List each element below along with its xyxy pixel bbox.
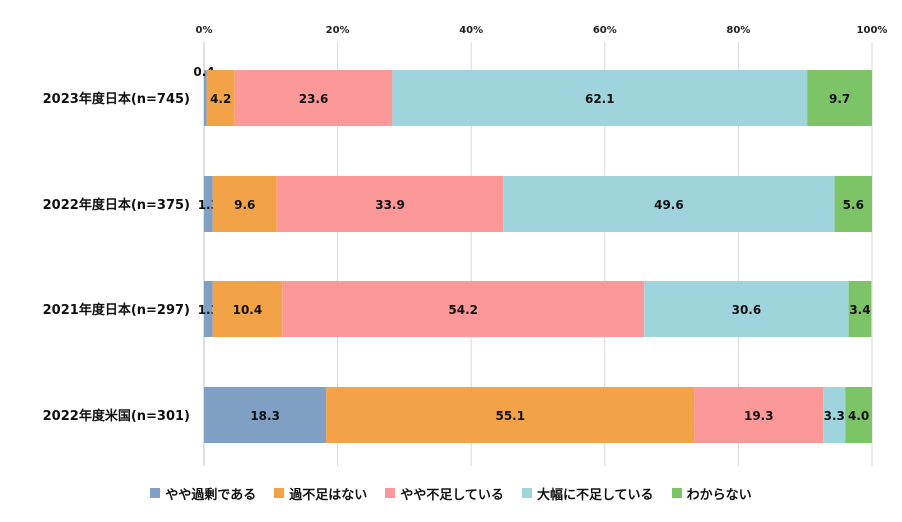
legend-label: わからない [686, 487, 752, 503]
bar-segment [326, 387, 695, 443]
data-label: 33.9 [375, 198, 405, 212]
bar-segment [204, 281, 213, 337]
legend-item: やや過剰である [150, 484, 256, 503]
bar-segment [212, 281, 283, 337]
bar-segment [807, 70, 872, 126]
legend-label: やや不足している [400, 487, 504, 503]
category-label: 2022年度米国(n=301) [43, 408, 190, 424]
bar-segment [644, 281, 849, 337]
category-label: 2023年度日本(n=745) [43, 91, 190, 107]
bar-segment [823, 387, 846, 443]
legend-swatch [671, 488, 682, 498]
bar-segment [204, 70, 207, 126]
bar-segment [834, 176, 872, 232]
bar-segment [212, 176, 277, 232]
legend-label: やや過剰である [165, 487, 257, 503]
data-label: 49.6 [654, 198, 684, 212]
bar-segment [204, 176, 213, 232]
data-label: 19.3 [744, 409, 774, 423]
bar-segment [206, 70, 235, 126]
bar-segment [276, 176, 504, 232]
data-label: 9.6 [234, 198, 255, 212]
data-label: 55.1 [495, 409, 525, 423]
data-label: 23.6 [299, 92, 329, 106]
data-label: 4.2 [210, 92, 231, 106]
data-label: 3.3 [824, 409, 845, 423]
bar-segment [694, 387, 824, 443]
data-label: 4.0 [848, 409, 869, 423]
data-label: 30.6 [732, 303, 762, 317]
legend-item: やや不足している [385, 484, 504, 503]
data-label: 5.6 [843, 198, 864, 212]
chart-canvas: 0% 20% 40% 60% 80% 100% 2023年度日本(n=745) 2022年度日… [43, 25, 888, 466]
data-label: 9.7 [829, 92, 850, 106]
bar-segment [503, 176, 835, 232]
x-tick-label: 20% [326, 25, 350, 36]
bar-segment [234, 70, 393, 126]
x-tick-label: 40% [459, 25, 483, 36]
x-tick-label: 80% [726, 25, 750, 36]
data-label: 62.1 [585, 92, 615, 106]
legend-item: 過不足はない [274, 484, 367, 503]
x-tick-label: 100% [857, 25, 888, 36]
data-label: 54.2 [448, 303, 478, 317]
legend-item: わからない [671, 484, 752, 503]
x-tick-label: 60% [593, 25, 617, 36]
legend-label: 過不足はない [289, 487, 368, 503]
bar-segment [845, 387, 872, 443]
legend-swatch [150, 488, 161, 498]
legend-item: 大幅に不足している [521, 484, 654, 503]
legend-swatch [385, 488, 396, 498]
category-label: 2021年度日本(n=297) [43, 302, 190, 318]
x-tick-label: 0% [196, 25, 213, 36]
data-label: 18.3 [250, 409, 280, 423]
legend-swatch [274, 488, 285, 498]
legend-label: 大幅に不足している [536, 487, 654, 503]
data-label: 3.4 [849, 303, 870, 317]
bar-segment [392, 70, 808, 126]
legend-swatch [521, 488, 532, 498]
bar-segment [282, 281, 645, 337]
legend: やや過剰である 過不足はない やや不足している 大幅に不足している わからない [0, 480, 902, 506]
bar-segment [204, 387, 327, 443]
bar-segment [848, 281, 872, 337]
category-label: 2022年度日本(n=375) [43, 197, 190, 213]
data-label: 10.4 [233, 303, 263, 317]
